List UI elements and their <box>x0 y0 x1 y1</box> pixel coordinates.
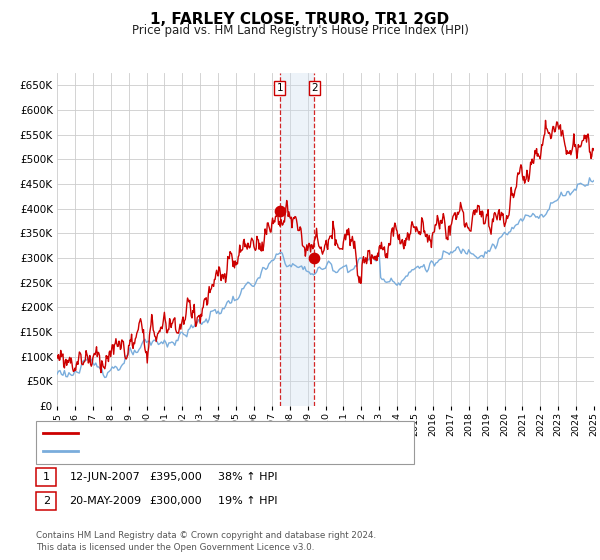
Text: 2: 2 <box>311 83 318 93</box>
Point <box>310 254 319 263</box>
Text: 2: 2 <box>43 496 50 506</box>
Text: £395,000: £395,000 <box>149 472 202 482</box>
Text: 1, FARLEY CLOSE, TRURO, TR1 2GD (detached house): 1, FARLEY CLOSE, TRURO, TR1 2GD (detache… <box>84 428 362 438</box>
Text: HPI: Average price, detached house, Cornwall: HPI: Average price, detached house, Corn… <box>84 446 322 456</box>
Text: 1: 1 <box>277 83 283 93</box>
Text: 19% ↑ HPI: 19% ↑ HPI <box>218 496 278 506</box>
Text: 20-MAY-2009: 20-MAY-2009 <box>70 496 142 506</box>
Text: 1: 1 <box>43 472 50 482</box>
Text: 1, FARLEY CLOSE, TRURO, TR1 2GD: 1, FARLEY CLOSE, TRURO, TR1 2GD <box>151 12 449 27</box>
Text: This data is licensed under the Open Government Licence v3.0.: This data is licensed under the Open Gov… <box>36 543 314 552</box>
Text: Price paid vs. HM Land Registry's House Price Index (HPI): Price paid vs. HM Land Registry's House … <box>131 24 469 37</box>
Text: 38% ↑ HPI: 38% ↑ HPI <box>218 472 278 482</box>
Text: £300,000: £300,000 <box>149 496 202 506</box>
Point <box>275 207 284 216</box>
Text: 12-JUN-2007: 12-JUN-2007 <box>70 472 140 482</box>
Bar <box>280 73 314 406</box>
Text: Contains HM Land Registry data © Crown copyright and database right 2024.: Contains HM Land Registry data © Crown c… <box>36 531 376 540</box>
